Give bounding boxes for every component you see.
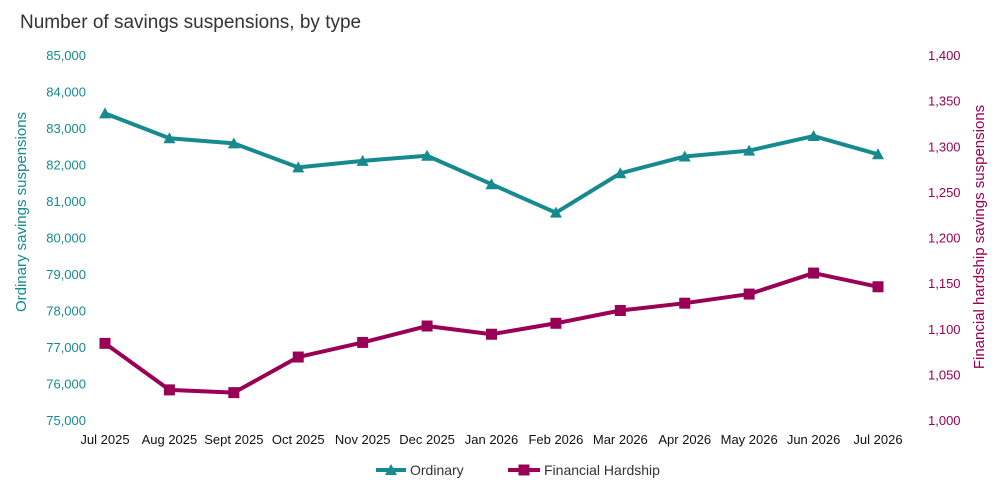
legend-item-ordinary: Ordinary	[376, 462, 464, 478]
series-line-ordinary	[104, 111, 879, 215]
data-point-financial-hardship	[163, 384, 175, 396]
data-point-ordinary	[292, 161, 305, 173]
data-point-financial-hardship	[550, 317, 562, 329]
data-point-financial-hardship	[99, 337, 111, 349]
x-tick-label: Jul 2026	[853, 432, 902, 447]
data-point-ordinary	[678, 150, 691, 162]
series-ordinary	[99, 107, 884, 218]
data-point-financial-hardship	[486, 328, 497, 340]
x-tick-label: May 2026	[721, 432, 778, 447]
data-point-ordinary	[227, 137, 240, 149]
y-left-tick-label: 78,000	[46, 304, 86, 319]
y-right-tick-label: 1,200	[928, 231, 961, 246]
x-tick-label: Mar 2026	[593, 432, 648, 447]
y-left-tick-label: 76,000	[46, 377, 86, 392]
data-point-ordinary	[421, 149, 434, 161]
y-left-tick-label: 81,000	[46, 194, 86, 209]
y-left-tick-label: 80,000	[46, 231, 86, 246]
y-left-tick-label: 83,000	[46, 121, 86, 136]
x-tick-label: Apr 2026	[658, 432, 711, 447]
y-left-tick-label: 82,000	[46, 158, 86, 173]
y-left-tick-label: 84,000	[46, 85, 86, 100]
y-right-tick-label: 1,050	[928, 367, 961, 382]
y-left-ticks: 75,000 76,000 77,000 78,000 79,000 80,000 81,0…	[46, 48, 86, 428]
y-right-axis-title: Financial hardship savings suspensions	[971, 105, 988, 369]
data-point-ordinary	[356, 154, 369, 166]
y-left-tick-label: 85,000	[46, 48, 86, 63]
data-point-financial-hardship	[421, 320, 433, 332]
x-tick-label: Jan 2026	[465, 432, 519, 447]
y-right-ticks: 1,000 1,050 1,100 1,150 1,200 1,250 1,300 1,350…	[928, 48, 961, 428]
legend-label: Financial Hardship	[544, 462, 660, 478]
chart-title: Number of savings suspensions, by type	[20, 12, 361, 33]
legend: Ordinary Financial Hardship	[376, 462, 660, 478]
data-point-ordinary	[614, 167, 627, 179]
legend-marker	[518, 464, 530, 476]
data-point-financial-hardship	[228, 387, 240, 399]
y-right-tick-label: 1,000	[928, 413, 961, 428]
x-tick-label: Aug 2025	[142, 432, 198, 447]
x-tick-label: Sept 2025	[204, 432, 263, 447]
x-tick-label: Jun 2026	[787, 432, 841, 447]
data-point-financial-hardship	[679, 297, 691, 309]
y-right-tick-label: 1,350	[928, 94, 961, 109]
data-point-financial-hardship	[614, 305, 626, 316]
y-right-tick-label: 1,300	[928, 139, 961, 154]
data-point-financial-hardship	[872, 281, 884, 293]
y-left-axis-title: Ordinary savings suspensions	[13, 112, 30, 312]
x-tick-label: Nov 2025	[335, 432, 391, 447]
x-tick-label: Oct 2025	[272, 432, 325, 447]
x-tick-label: Jul 2025	[80, 432, 129, 447]
data-point-financial-hardship	[292, 351, 304, 363]
x-ticks: Jul 2025 Aug 2025 Sept 2025 Oct 2025 Nov 202…	[80, 432, 902, 447]
y-right-tick-label: 1,150	[928, 276, 961, 291]
data-point-ordinary	[99, 107, 111, 119]
y-left-tick-label: 75,000	[46, 413, 86, 428]
y-left-tick-label: 77,000	[46, 340, 86, 355]
series-financial-hardship	[99, 267, 884, 399]
series-layer	[99, 107, 884, 399]
data-point-ordinary	[485, 178, 498, 190]
x-tick-label: Dec 2025	[399, 432, 455, 447]
x-tick-label: Feb 2026	[528, 432, 583, 447]
legend-marker	[385, 464, 397, 475]
data-point-ordinary	[872, 148, 884, 160]
y-right-tick-label: 1,250	[928, 185, 961, 200]
data-point-ordinary	[807, 130, 820, 142]
data-point-ordinary	[549, 206, 562, 218]
y-right-tick-label: 1,400	[928, 48, 961, 63]
y-right-tick-label: 1,100	[928, 322, 961, 337]
data-point-financial-hardship	[808, 267, 820, 279]
data-point-financial-hardship	[743, 288, 755, 300]
data-point-ordinary	[743, 144, 756, 156]
data-point-financial-hardship	[357, 336, 369, 348]
y-left-tick-label: 79,000	[46, 267, 86, 282]
data-point-ordinary	[163, 132, 176, 144]
legend-label: Ordinary	[410, 462, 464, 478]
legend-item-financial-hardship: Financial Hardship	[508, 462, 660, 478]
